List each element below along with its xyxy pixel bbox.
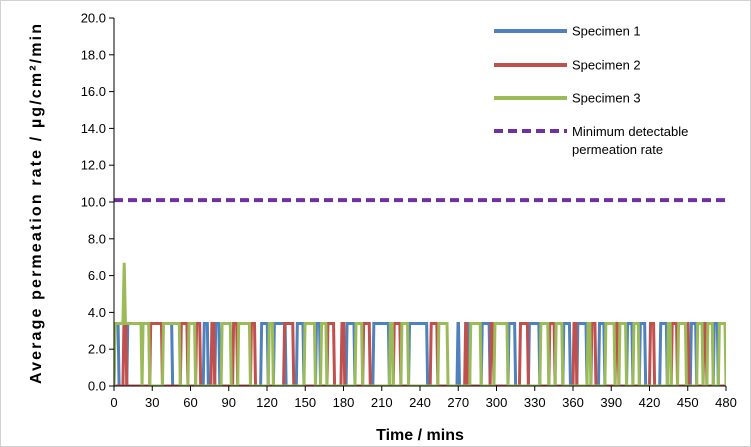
y-tick-label: 0.0: [88, 379, 106, 394]
legend: Specimen 1 Specimen 2 Specimen 3 Minimum de…: [494, 24, 688, 157]
x-tick-label: 390: [600, 395, 622, 410]
axis-layer: 0.0 2.0 4.0 6.0 8.0 10.0 12.0 14.0 16.0 18.0 20.0 0…: [81, 11, 737, 411]
y-tick-label: 12.0: [81, 158, 106, 173]
x-tick-label: 420: [639, 395, 661, 410]
x-tick-label: 300: [486, 395, 508, 410]
y-axis-title: Average permeation rate / µg/cm²/min: [28, 24, 45, 384]
x-tick-label: 450: [677, 395, 699, 410]
series-line-specimen-3: [114, 262, 726, 386]
x-tick-label: 30: [145, 395, 159, 410]
legend-label-threshold: Minimum detectable: [572, 124, 688, 139]
y-tick-label: 2.0: [88, 342, 106, 357]
legend-label-specimen-3: Specimen 3: [572, 91, 641, 106]
x-axis-title: Time / mins: [376, 427, 464, 444]
y-tick-label: 20.0: [81, 11, 106, 26]
y-tick-label: 10.0: [81, 195, 106, 210]
x-tick-label: 330: [524, 395, 546, 410]
x-tick-label: 0: [110, 395, 117, 410]
legend-label-specimen-1: Specimen 1: [572, 24, 641, 39]
x-tick-label: 480: [715, 395, 737, 410]
y-tick-label: 16.0: [81, 84, 106, 99]
x-tick-label: 270: [447, 395, 469, 410]
x-tick-label: 120: [256, 395, 278, 410]
series-layer: [114, 262, 726, 386]
x-tick-label: 240: [409, 395, 431, 410]
y-tick-label: 6.0: [88, 268, 106, 283]
x-tick-label: 180: [333, 395, 355, 410]
legend-label-threshold: permeation rate: [572, 142, 663, 157]
y-tick-label: 8.0: [88, 231, 106, 246]
y-tick-label: 18.0: [81, 47, 106, 62]
x-tick-label: 90: [222, 395, 236, 410]
legend-label-specimen-2: Specimen 2: [572, 58, 641, 73]
x-tick-label: 150: [294, 395, 316, 410]
x-tick-label: 60: [183, 395, 197, 410]
y-tick-label: 4.0: [88, 305, 106, 320]
y-tick-label: 14.0: [81, 121, 106, 136]
x-tick-label: 360: [562, 395, 584, 410]
x-tick-label: 210: [371, 395, 393, 410]
